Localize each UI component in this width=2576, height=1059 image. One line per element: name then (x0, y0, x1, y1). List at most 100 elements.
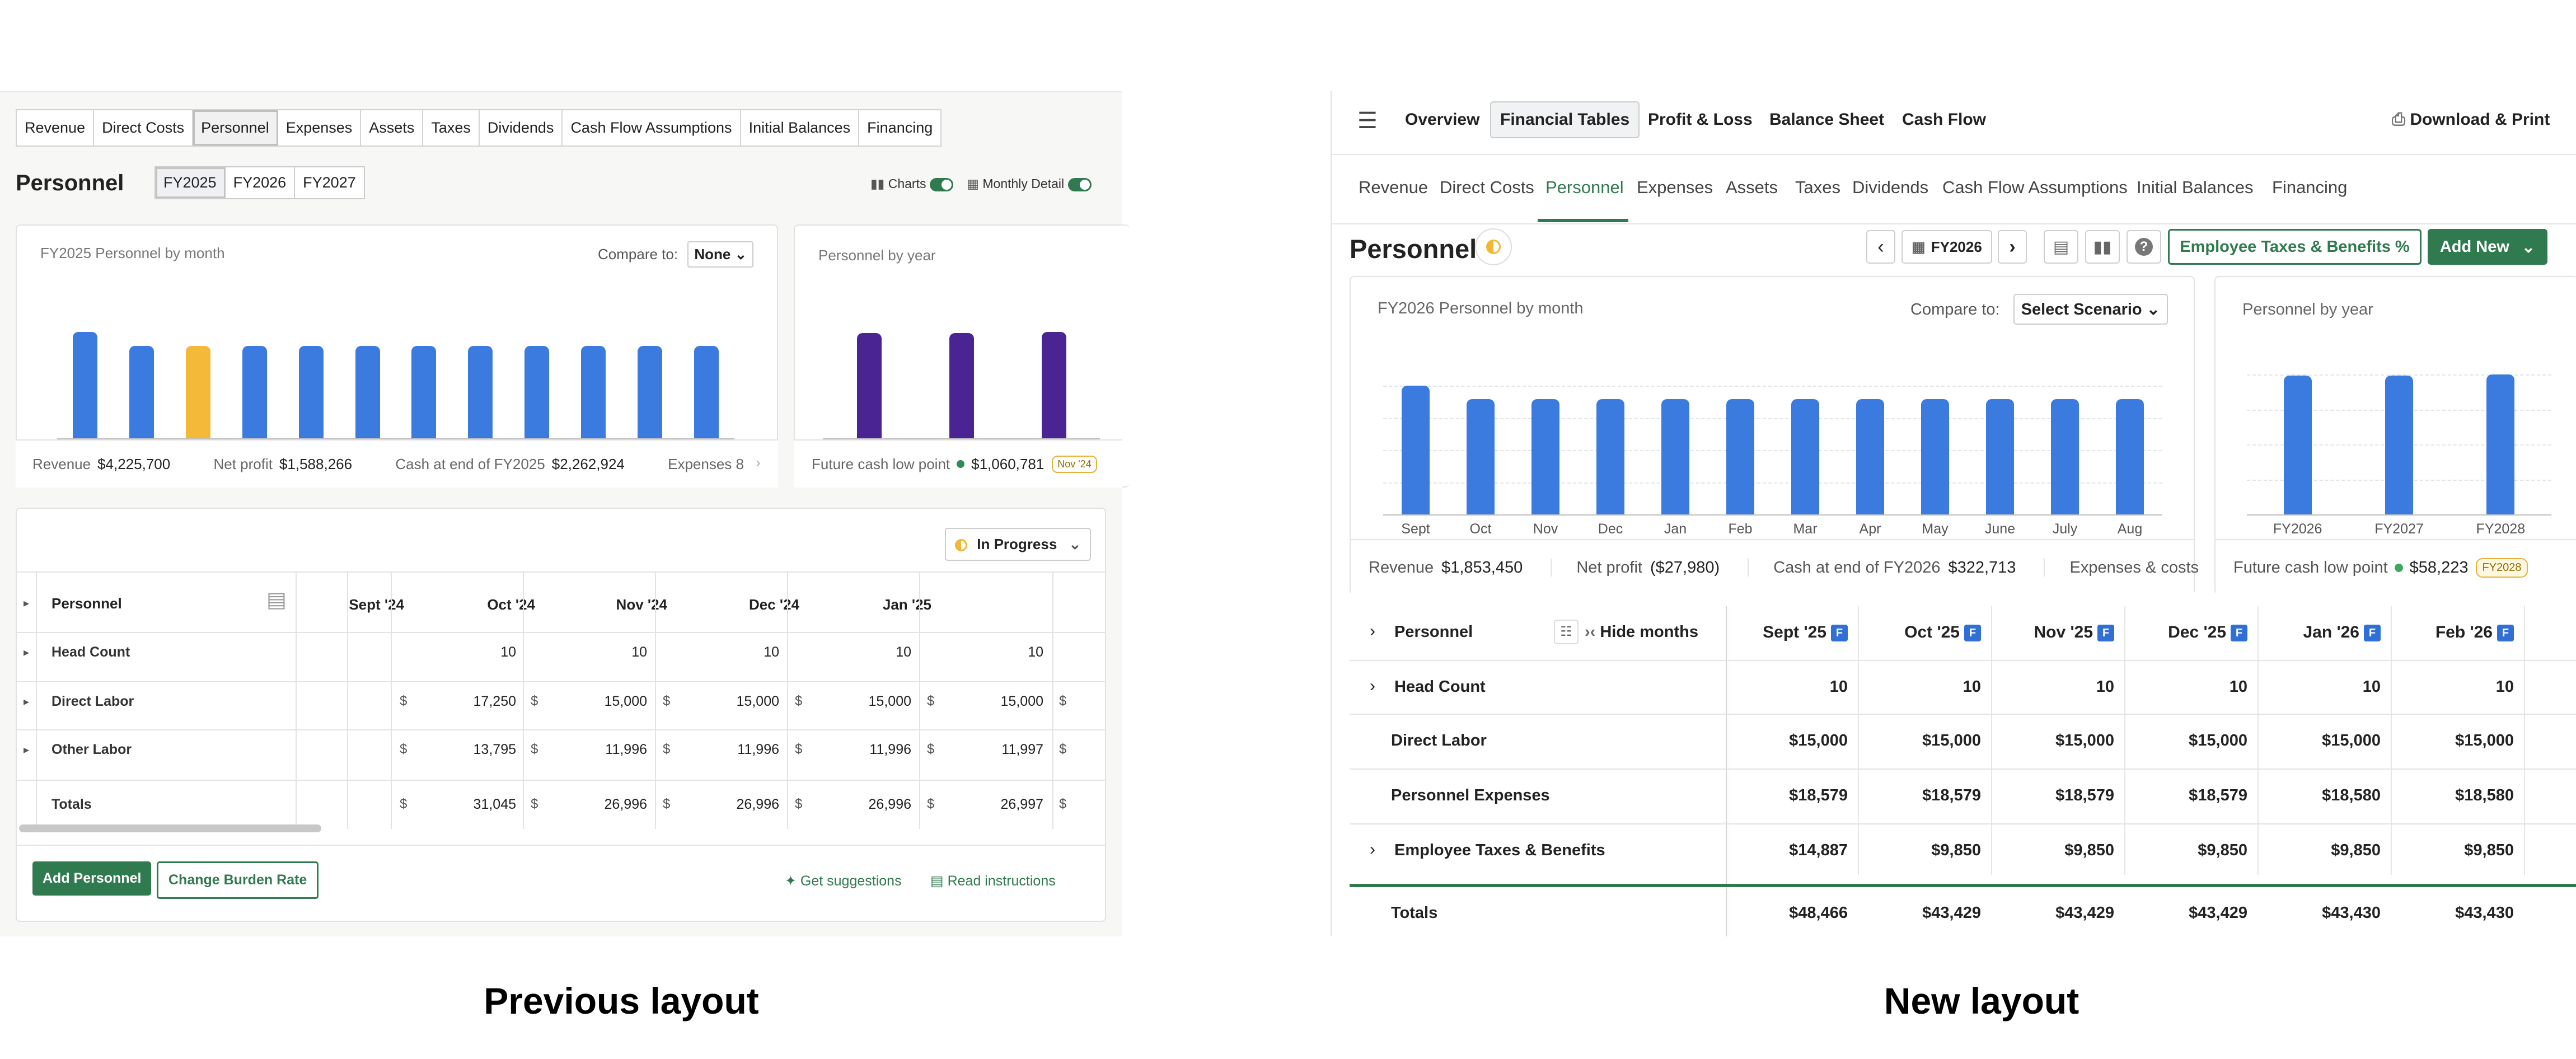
add-personnel-button[interactable]: Add Personnel (32, 861, 152, 896)
export-file-button[interactable]: ▤ (2044, 230, 2078, 264)
list-view-icon[interactable]: ☷ (1554, 620, 1579, 644)
chart-bar[interactable] (1856, 399, 1884, 514)
expand-caret-icon[interactable]: ▸ (24, 597, 30, 610)
status-button[interactable] (1475, 228, 1512, 265)
table-cell[interactable]: $15,000 (2189, 732, 2247, 749)
old-tab-taxes[interactable]: Taxes (423, 110, 480, 146)
tab-cash-flow-assumptions[interactable]: Cash Flow Assumptions (1942, 177, 2128, 197)
old-tab-revenue[interactable]: Revenue (17, 110, 95, 146)
tab-assets[interactable]: Assets (1726, 177, 1778, 197)
tab-financing[interactable]: Financing (2272, 177, 2348, 197)
compare-select[interactable]: Select Scenario ⌄ (2013, 294, 2168, 325)
nav-overview[interactable]: Overview (1405, 110, 1480, 129)
old-fy-button[interactable]: FY2027 (303, 174, 356, 191)
table-cell[interactable]: $15,000 (1789, 732, 1848, 749)
fiscal-year-select[interactable]: ▦ FY2026 (1901, 230, 1992, 264)
tab-personnel[interactable]: Personnel (1545, 177, 1624, 197)
table-cell[interactable]: 15,000 (736, 693, 779, 709)
old-fy-button[interactable]: FY2025 (156, 167, 226, 198)
table-cell[interactable]: $15,000 (2055, 732, 2114, 749)
hide-months-button[interactable]: ›‹ Hide months (1585, 623, 1698, 641)
hamburger-menu-icon[interactable]: ☰ (1357, 109, 1378, 133)
chart-bar[interactable] (949, 332, 974, 438)
tab-taxes[interactable]: Taxes (1795, 177, 1840, 197)
table-cell[interactable]: 10 (764, 644, 779, 660)
table-cell[interactable]: $43,429 (2055, 904, 2114, 922)
old-tab-assets[interactable]: Assets (361, 110, 424, 146)
table-cell[interactable]: $9,850 (2064, 841, 2114, 859)
table-cell[interactable]: 10 (896, 644, 911, 660)
table-cell[interactable]: 26,997 (1000, 796, 1043, 812)
employee-taxes-benefits-button[interactable]: Employee Taxes & Benefits % (2168, 229, 2422, 265)
tab-dividends[interactable]: Dividends (1852, 177, 1929, 197)
chart-bar[interactable] (1661, 399, 1689, 514)
table-cell[interactable]: $18,579 (2055, 786, 2114, 804)
chart-bar[interactable] (580, 345, 606, 438)
chevron-right-icon[interactable]: › (1370, 622, 1375, 640)
table-cell[interactable]: 11,997 (1001, 742, 1043, 757)
chart-bar[interactable] (2116, 399, 2144, 514)
chevron-right-icon[interactable]: › (756, 454, 761, 471)
table-cell[interactable]: 31,045 (473, 796, 516, 812)
table-cell[interactable]: $15,000 (1922, 732, 1981, 749)
expand-caret-icon[interactable]: ▸ (24, 744, 30, 756)
horizontal-scrollbar[interactable] (19, 824, 321, 832)
table-cell[interactable]: $15,000 (2455, 732, 2514, 749)
table-cell[interactable]: 11,996 (605, 742, 647, 757)
chart-bar[interactable] (637, 345, 662, 438)
table-cell[interactable]: $18,579 (1789, 786, 1848, 804)
table-cell[interactable]: $18,580 (2322, 786, 2381, 804)
old-tab-financing[interactable]: Financing (867, 119, 933, 136)
chart-bar[interactable] (468, 345, 493, 438)
chart-bar[interactable] (355, 345, 380, 438)
status-select[interactable]: In Progress ⌄ (945, 528, 1092, 561)
expand-caret-icon[interactable]: ▸ (24, 696, 30, 708)
table-cell[interactable]: 13,795 (473, 742, 516, 757)
chart-bar[interactable] (2486, 374, 2515, 514)
table-cell[interactable]: $9,850 (1931, 841, 1981, 859)
table-cell[interactable]: 10 (1963, 678, 1981, 696)
next-year-button[interactable]: › (1998, 230, 2027, 264)
table-cell[interactable]: 11,996 (869, 742, 911, 757)
chart-bar[interactable] (298, 345, 324, 438)
chevron-right-icon[interactable]: › (1370, 677, 1375, 695)
nav-balance-sheet[interactable]: Balance Sheet (1769, 110, 1885, 129)
table-cell[interactable]: 10 (1829, 678, 1848, 696)
old-tab-initial-balances[interactable]: Initial Balances (741, 110, 860, 146)
tab-initial-balances[interactable]: Initial Balances (2137, 177, 2254, 197)
table-cell[interactable]: 10 (500, 644, 516, 660)
table-cell[interactable]: $18,579 (2189, 786, 2247, 804)
monthly-detail-toggle[interactable] (1067, 177, 1092, 191)
table-cell[interactable]: 15,000 (868, 693, 911, 709)
chart-bar[interactable] (1467, 399, 1495, 514)
chart-bar[interactable] (1041, 332, 1066, 438)
help-button[interactable]: ? (2127, 230, 2161, 264)
table-cell[interactable]: 10 (1028, 644, 1043, 660)
table-cell[interactable]: $48,466 (1789, 904, 1848, 922)
download-print-button[interactable]: ⎙ Download & Print (2392, 110, 2550, 129)
chart-bar[interactable] (856, 332, 882, 438)
table-cell[interactable]: $14,887 (1789, 841, 1848, 859)
chart-bar[interactable] (524, 345, 550, 438)
table-cell[interactable]: 26,996 (736, 796, 779, 812)
chart-bar[interactable] (1791, 399, 1819, 514)
table-cell[interactable]: 10 (631, 644, 647, 660)
table-cell[interactable]: 10 (2362, 678, 2381, 696)
compare-select[interactable]: None ⌄ (687, 241, 754, 268)
old-tab-direct-costs[interactable]: Direct Costs (94, 110, 194, 146)
table-cell[interactable]: 15,000 (1000, 693, 1043, 709)
table-cell[interactable]: 15,000 (604, 693, 647, 709)
charts-toggle[interactable] (929, 177, 953, 191)
file-icon[interactable]: ▤ (266, 588, 287, 612)
table-cell[interactable]: $43,430 (2322, 904, 2381, 922)
old-fy-button[interactable]: FY2026 (226, 167, 296, 198)
change-burden-rate-button[interactable]: Change Burden Rate (157, 861, 319, 899)
chart-bar[interactable] (1726, 399, 1754, 514)
table-cell[interactable]: $9,850 (2464, 841, 2514, 859)
tab-direct-costs[interactable]: Direct Costs (1440, 177, 1534, 197)
chart-bar[interactable] (186, 345, 211, 438)
nav-financial-tables[interactable]: Financial Tables (1490, 101, 1640, 138)
table-cell[interactable]: $18,579 (1922, 786, 1981, 804)
expand-caret-icon[interactable]: ▸ (24, 646, 30, 659)
table-cell[interactable]: $9,850 (2198, 841, 2247, 859)
